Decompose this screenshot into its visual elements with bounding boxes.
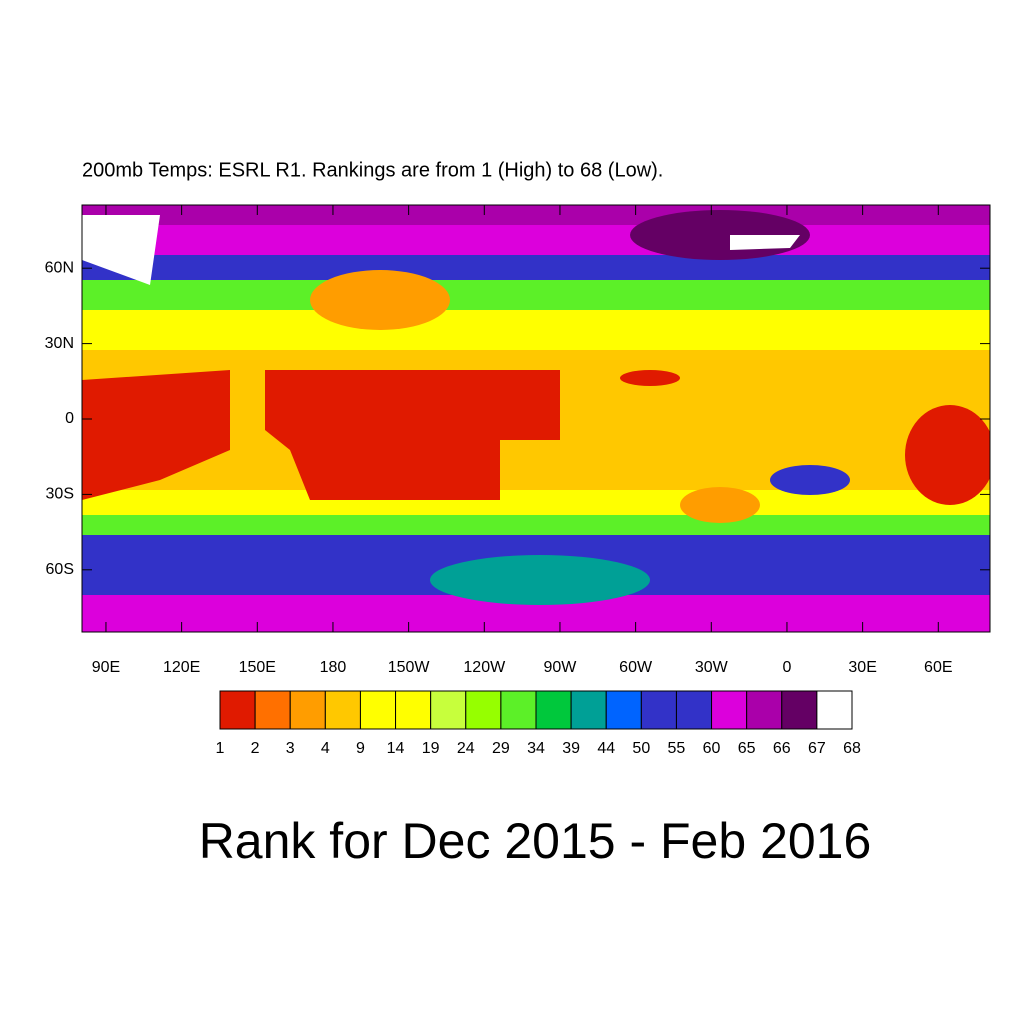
colorbar-label: 14 xyxy=(387,740,405,757)
map-field xyxy=(82,205,990,632)
y-tick-label: 60S xyxy=(46,561,74,578)
colorbar-label: 9 xyxy=(356,740,365,757)
color-box xyxy=(359,690,397,730)
color-box xyxy=(430,690,467,730)
color-box xyxy=(500,690,537,730)
y-tick-label: 0 xyxy=(65,410,74,427)
color-box xyxy=(605,690,642,730)
color-box xyxy=(395,690,432,730)
x-tick-label: 60E xyxy=(924,659,952,676)
color-box xyxy=(535,690,572,730)
x-tick-label: 120W xyxy=(463,659,506,676)
colorbar-label: 68 xyxy=(843,740,861,757)
ticks: 90E 120E 150E 180 150W 120W 90W 60W 30W 0 30E 60E 60… xyxy=(45,205,990,676)
colorbar-label: 19 xyxy=(422,740,440,757)
color-box xyxy=(640,690,677,730)
color-box xyxy=(675,690,713,730)
colorbar-label: 66 xyxy=(773,740,791,757)
colorbar-label: 4 xyxy=(321,740,330,757)
color-box xyxy=(816,690,853,730)
colorbar-label: 65 xyxy=(738,740,756,757)
color-box xyxy=(711,690,748,730)
color-box xyxy=(254,690,291,730)
colorbar-label: 24 xyxy=(457,740,475,757)
color-box xyxy=(289,690,326,730)
color-box xyxy=(570,690,607,730)
x-tick-label: 180 xyxy=(320,659,347,676)
y-tick-label: 60N xyxy=(45,259,74,276)
y-tick-label: 30N xyxy=(45,335,74,352)
color-box xyxy=(219,690,256,730)
colorbar-label: 2 xyxy=(251,740,260,757)
x-tick-label: 30W xyxy=(695,659,729,676)
color-box xyxy=(746,690,783,730)
colorbar-label: 34 xyxy=(527,740,545,757)
colorbar-label: 3 xyxy=(286,740,295,757)
colorbar-label: 29 xyxy=(492,740,510,757)
color-box xyxy=(465,690,502,730)
x-tick-label: 90W xyxy=(544,659,578,676)
colorbar-label: 60 xyxy=(703,740,721,757)
colorbar-label: 55 xyxy=(668,740,686,757)
colorbar-label: 1 xyxy=(216,740,225,757)
colorbar-label: 39 xyxy=(562,740,580,757)
x-tick-label: 0 xyxy=(783,659,792,676)
color-box xyxy=(781,690,818,730)
colorbar-label: 44 xyxy=(597,740,615,757)
x-tick-label: 150E xyxy=(239,659,276,676)
caption: Rank for Dec 2015 - Feb 2016 xyxy=(199,813,872,869)
colorbar-label: 67 xyxy=(808,740,826,757)
colorbar-label: 50 xyxy=(632,740,650,757)
x-tick-label: 60W xyxy=(619,659,653,676)
color-box xyxy=(324,690,361,730)
map-title: 200mb Temps: ESRL R1. Rankings are from … xyxy=(82,159,663,181)
x-tick-label: 90E xyxy=(92,659,120,676)
x-tick-label: 30E xyxy=(848,659,876,676)
y-tick-label: 30S xyxy=(46,486,74,503)
x-tick-label: 150W xyxy=(388,659,431,676)
colorbar: 1 2 3 4 9 14 19 24 29 34 39 44 50 55 60 65 66 67 68 xyxy=(216,690,861,757)
x-tick-label: 120E xyxy=(163,659,200,676)
